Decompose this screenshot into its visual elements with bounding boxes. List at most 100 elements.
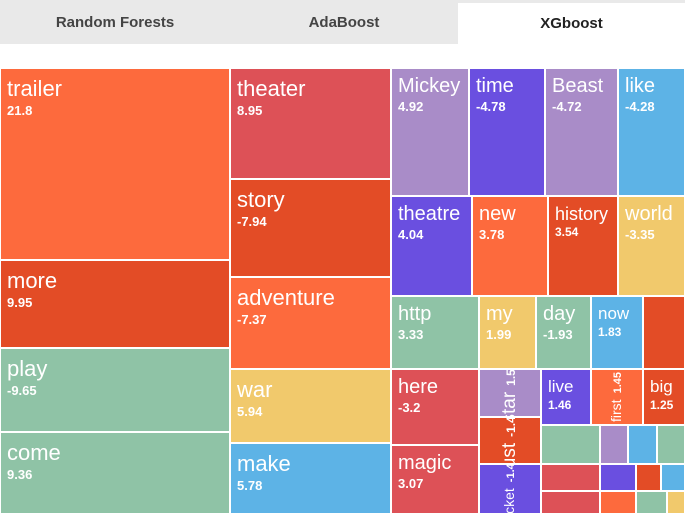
cell-value: 1.83 bbox=[598, 325, 622, 339]
cell-value: 3.07 bbox=[398, 476, 424, 491]
treemap-cell-history[interactable]: history 3.54 bbox=[548, 196, 618, 296]
cell-label: new bbox=[479, 203, 516, 225]
treemap-cell-like[interactable]: like -4.28 bbox=[618, 68, 685, 196]
cell-value: -9.65 bbox=[7, 383, 37, 398]
treemap-cell-war[interactable]: war 5.94 bbox=[230, 369, 391, 443]
classifier-tab-bar: Random Forests AdaBoost XGboost bbox=[0, 0, 685, 44]
treemap-cell-unlabeled[interactable] bbox=[657, 425, 685, 464]
cell-label: live bbox=[548, 377, 574, 396]
cell-label: first bbox=[608, 399, 624, 422]
treemap-cell-theatre[interactable]: theatre 4.04 bbox=[391, 196, 472, 296]
cell-value: 1.25 bbox=[650, 398, 674, 412]
cell-value: 4.92 bbox=[398, 99, 424, 114]
cell-value: -7.37 bbox=[237, 312, 267, 327]
cell-value: 1.99 bbox=[486, 327, 512, 342]
cell-label: trailer bbox=[7, 76, 63, 101]
cell-value: 3.78 bbox=[479, 227, 505, 242]
cell-label: play bbox=[7, 356, 48, 381]
treemap-cell-come[interactable]: come 9.36 bbox=[0, 432, 230, 514]
treemap-cell-theater[interactable]: theater 8.95 bbox=[230, 68, 391, 179]
treemap-cell-unlabeled[interactable] bbox=[600, 425, 628, 464]
cell-label: world bbox=[625, 203, 673, 225]
cell-value: 21.8 bbox=[7, 103, 33, 118]
cell-label: http bbox=[398, 303, 432, 325]
cell-label: make bbox=[237, 451, 291, 476]
cell-value: -4.28 bbox=[625, 99, 655, 114]
treemap-cell-magic[interactable]: magic 3.07 bbox=[391, 445, 479, 514]
cell-value: -4.78 bbox=[476, 99, 506, 114]
treemap-cell-play[interactable]: play -9.65 bbox=[0, 348, 230, 432]
treemap-cell-unlabeled[interactable] bbox=[661, 464, 685, 491]
treemap-cell-day[interactable]: day -1.93 bbox=[536, 296, 591, 369]
cell-label: my bbox=[486, 303, 513, 325]
cell-value: 1.45 bbox=[612, 372, 624, 394]
tab-adaboost[interactable]: AdaBoost bbox=[308, 13, 380, 31]
treemap-cell-now[interactable]: now 1.83 bbox=[591, 296, 643, 369]
treemap-cell-unlabeled[interactable] bbox=[600, 491, 636, 514]
feature-importance-treemap: trailer 21.8 more 9.95 play -9.65 come 9… bbox=[0, 44, 685, 514]
treemap-cell-adventure[interactable]: adventure -7.37 bbox=[230, 277, 391, 369]
treemap-cell-http[interactable]: http 3.33 bbox=[391, 296, 479, 369]
treemap-cell-unlabeled[interactable] bbox=[636, 464, 661, 491]
cell-value: -3.35 bbox=[625, 227, 655, 242]
treemap-cell-just[interactable]: just -1.49 bbox=[479, 417, 541, 464]
treemap-cell-world[interactable]: world -3.35 bbox=[618, 196, 685, 296]
cell-label: like bbox=[625, 75, 656, 97]
cell-label: theatre bbox=[398, 203, 461, 225]
cell-value: -4.72 bbox=[552, 99, 582, 114]
treemap-cell-make[interactable]: make 5.78 bbox=[230, 443, 391, 514]
cell-value: 5.94 bbox=[237, 404, 263, 419]
cell-value: -3.2 bbox=[398, 400, 421, 415]
cell-value: -1.49 bbox=[504, 417, 518, 437]
treemap-cell-unlabeled[interactable] bbox=[643, 296, 685, 369]
cell-label: more bbox=[7, 268, 58, 293]
cell-label: history bbox=[555, 204, 609, 224]
treemap-cell-big[interactable]: big 1.25 bbox=[643, 369, 685, 425]
treemap-cell-time[interactable]: time -4.78 bbox=[469, 68, 545, 196]
cell-value: 9.95 bbox=[7, 295, 33, 310]
treemap-cell-ticket[interactable]: ticket -1.48 bbox=[479, 464, 541, 514]
treemap-cell-new[interactable]: new 3.78 bbox=[472, 196, 548, 296]
cell-label: just bbox=[499, 442, 520, 464]
treemap-cell-trailer[interactable]: trailer 21.8 bbox=[0, 68, 230, 260]
treemap-cell-my[interactable]: my 1.99 bbox=[479, 296, 536, 369]
cell-value: 1.46 bbox=[548, 398, 572, 412]
treemap-cell-here[interactable]: here -3.2 bbox=[391, 369, 479, 445]
treemap-cell-unlabeled[interactable] bbox=[667, 491, 685, 514]
cell-value: -1.48 bbox=[505, 464, 517, 483]
cell-value: 4.04 bbox=[398, 227, 424, 242]
cell-label: ticket bbox=[501, 488, 517, 514]
treemap-cell-unlabeled[interactable] bbox=[600, 464, 636, 491]
cell-label: time bbox=[476, 75, 514, 97]
tab-random-forests[interactable]: Random Forests bbox=[55, 13, 175, 31]
cell-label: theater bbox=[237, 76, 306, 101]
cell-value: 3.54 bbox=[555, 225, 579, 239]
cell-label: war bbox=[237, 377, 273, 402]
cell-value: -7.94 bbox=[237, 214, 267, 229]
treemap-cell-beast[interactable]: Beast -4.72 bbox=[545, 68, 618, 196]
treemap-cell-more[interactable]: more 9.95 bbox=[0, 260, 230, 348]
treemap-cell-unlabeled[interactable] bbox=[541, 464, 600, 491]
treemap-cell-live[interactable]: live 1.46 bbox=[541, 369, 591, 425]
cell-label: adventure bbox=[237, 285, 335, 310]
cell-value: 3.33 bbox=[398, 327, 424, 342]
treemap-cell-story[interactable]: story -7.94 bbox=[230, 179, 391, 277]
cell-label: day bbox=[543, 303, 576, 325]
cell-label: star bbox=[499, 391, 520, 417]
cell-label: Mickey bbox=[398, 75, 461, 97]
treemap-cell-mickey[interactable]: Mickey 4.92 bbox=[391, 68, 469, 196]
treemap-cell-unlabeled[interactable] bbox=[628, 425, 657, 464]
cell-value: 5.78 bbox=[237, 478, 263, 493]
cell-value: -1.93 bbox=[543, 327, 573, 342]
treemap-cell-unlabeled[interactable] bbox=[541, 425, 600, 464]
treemap-cell-first[interactable]: first 1.45 bbox=[591, 369, 643, 425]
cell-label: big bbox=[650, 377, 673, 396]
cell-label: come bbox=[7, 440, 61, 465]
treemap-cell-unlabeled[interactable] bbox=[541, 491, 600, 514]
treemap-cell-unlabeled[interactable] bbox=[636, 491, 667, 514]
treemap-cell-star[interactable]: star 1.51 bbox=[479, 369, 541, 417]
cell-value: 8.95 bbox=[237, 103, 263, 118]
cell-label: magic bbox=[398, 452, 452, 474]
cell-value: 1.51 bbox=[504, 369, 518, 386]
tab-xgboost[interactable]: XGboost bbox=[458, 0, 685, 44]
